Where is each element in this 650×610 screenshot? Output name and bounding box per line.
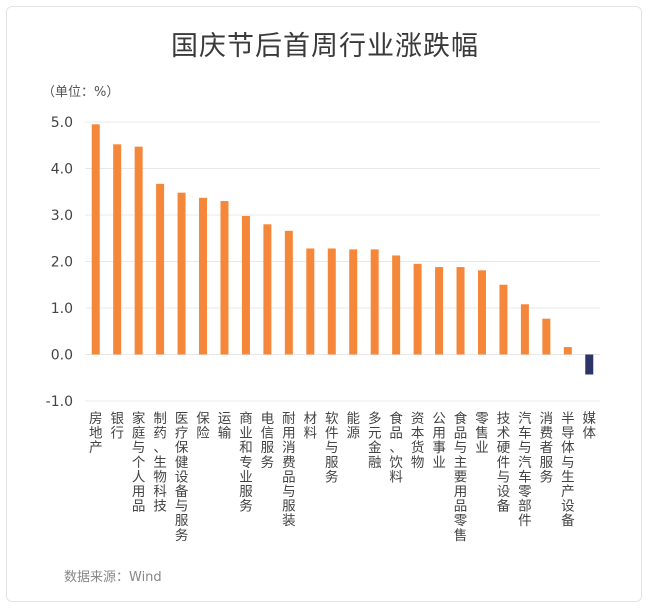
x-tick-label: 消费者服务 <box>540 411 554 485</box>
y-tick-label: 4.0 <box>51 162 73 178</box>
x-tick-label: 资本货物 <box>411 411 425 471</box>
x-tick-label: 电信服务 <box>261 411 275 471</box>
bar <box>306 248 315 355</box>
bar <box>91 124 100 355</box>
x-tick-label: 家庭与个人用品 <box>132 410 146 515</box>
bar <box>220 201 229 355</box>
bar <box>177 192 186 355</box>
bar <box>134 146 143 355</box>
gridlines <box>85 121 600 402</box>
y-tick-label: 3.0 <box>51 208 73 224</box>
bar <box>156 183 165 355</box>
bar <box>284 230 293 355</box>
x-tick-label: 食品、饮料 <box>389 410 403 485</box>
x-tick-label: 半导体与生产设备 <box>561 411 575 529</box>
unit-label: （单位：%） <box>42 85 120 100</box>
chart-title: 国庆节后首周行业涨跌幅 <box>171 31 479 62</box>
bar <box>563 347 572 355</box>
bar <box>327 248 336 355</box>
x-tick-label: 制药、生物科技 <box>153 411 167 515</box>
x-tick-label: 公用事业 <box>432 411 446 471</box>
x-tick-label: 多元金融 <box>368 410 382 471</box>
x-tick-label: 商业和专业服务 <box>239 411 253 515</box>
x-tick-label: 食品与主要用品零售 <box>454 410 468 544</box>
bar <box>520 304 529 355</box>
bar <box>370 249 379 355</box>
x-axis-labels: 房地产银行家庭与个人用品制药、生物科技医疗保健设备与服务保险运输商业和专业服务电… <box>89 410 597 544</box>
bar <box>349 249 358 355</box>
x-tick-label: 技术硬件与设备 <box>497 411 511 515</box>
bar <box>477 270 486 355</box>
x-tick-label: 软件与服务 <box>325 411 339 485</box>
x-tick-label: 耐用消费品与服装 <box>282 411 296 529</box>
x-tick-label: 医疗保健设备与服务 <box>175 411 189 544</box>
source-note: 数据来源：Wind <box>64 570 162 585</box>
bar <box>263 224 272 355</box>
x-tick-label: 汽车与汽车零部件 <box>518 411 532 529</box>
y-tick-label: 2.0 <box>51 255 73 271</box>
x-tick-label: 能源 <box>346 411 360 442</box>
y-tick-label: 5.0 <box>51 115 73 131</box>
bar <box>435 267 444 355</box>
bar <box>542 318 551 355</box>
x-tick-label: 保险 <box>196 411 210 442</box>
x-tick-label: 运输 <box>218 411 232 442</box>
y-tick-label: 0.0 <box>51 348 73 364</box>
x-tick-label: 材料 <box>304 411 318 442</box>
bar <box>241 215 250 355</box>
bar <box>499 284 508 355</box>
y-tick-label: -1.0 <box>46 394 73 410</box>
chart-frame <box>6 6 642 602</box>
bars <box>91 124 594 375</box>
x-tick-label: 零售业 <box>475 411 489 456</box>
bar <box>199 197 208 355</box>
x-tick-label: 银行 <box>110 411 124 442</box>
bar <box>456 267 465 355</box>
bar <box>113 144 122 355</box>
bar <box>413 263 422 355</box>
y-axis-ticks: 5.0 4.0 3.0 2.0 1.0 0.0 -1.0 <box>46 115 73 410</box>
bar <box>392 255 401 355</box>
bar <box>585 354 594 375</box>
y-tick-label: 1.0 <box>51 301 73 317</box>
x-tick-label: 媒体 <box>583 411 597 442</box>
x-tick-label: 房地产 <box>89 411 103 456</box>
